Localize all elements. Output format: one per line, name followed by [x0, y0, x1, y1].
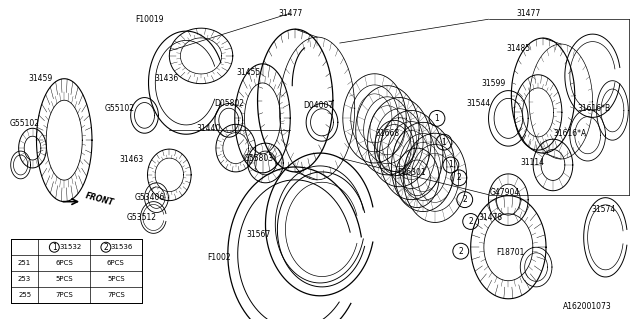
Text: 2: 2: [104, 243, 108, 252]
Text: 31455: 31455: [237, 68, 260, 77]
Text: D05802: D05802: [214, 99, 244, 108]
Text: 31485: 31485: [506, 44, 531, 53]
Text: 31668: 31668: [375, 129, 399, 138]
Text: 31477: 31477: [516, 9, 540, 18]
Text: 5PCS: 5PCS: [107, 276, 125, 282]
Text: D04007: D04007: [303, 101, 333, 110]
Text: 31440: 31440: [197, 124, 221, 133]
Text: G55803: G55803: [243, 154, 274, 163]
Text: 31459: 31459: [28, 74, 52, 83]
Text: A162001073: A162001073: [563, 302, 612, 311]
Text: 31536: 31536: [111, 244, 133, 250]
Text: 31574: 31574: [591, 205, 616, 214]
Text: 6PCS: 6PCS: [56, 260, 73, 266]
Text: F10019: F10019: [135, 15, 164, 24]
Text: 2: 2: [468, 217, 473, 226]
Text: 31567: 31567: [246, 230, 271, 239]
Text: 7PCS: 7PCS: [107, 292, 125, 298]
Text: 2: 2: [458, 247, 463, 256]
Text: G55102: G55102: [105, 104, 135, 113]
Text: 31436: 31436: [154, 74, 179, 83]
Text: 7PCS: 7PCS: [56, 292, 73, 298]
Text: 255: 255: [18, 292, 31, 298]
Text: 31463: 31463: [120, 156, 144, 164]
Text: F06301: F06301: [397, 168, 426, 177]
Text: 31599: 31599: [481, 79, 506, 88]
Text: 6PCS: 6PCS: [107, 260, 125, 266]
Text: F1002: F1002: [207, 253, 230, 262]
Text: 31616*B: 31616*B: [577, 104, 610, 113]
Text: 31478: 31478: [479, 213, 502, 222]
Text: 253: 253: [18, 276, 31, 282]
Text: 31532: 31532: [59, 244, 81, 250]
Text: 2: 2: [462, 195, 467, 204]
Text: F18701: F18701: [496, 248, 525, 257]
Text: 31616*A: 31616*A: [553, 129, 586, 138]
Text: G53512: G53512: [127, 213, 157, 222]
Text: 5PCS: 5PCS: [56, 276, 73, 282]
Text: 31477: 31477: [278, 9, 302, 18]
Text: 251: 251: [18, 260, 31, 266]
Text: FRONT: FRONT: [84, 192, 115, 208]
Bar: [11, 239, 141, 303]
Text: G53406: G53406: [134, 193, 164, 202]
Text: 1: 1: [449, 160, 453, 170]
Text: 1: 1: [442, 138, 446, 147]
Text: G55102: G55102: [10, 119, 40, 128]
Text: G47904: G47904: [489, 188, 520, 197]
Text: 31114: 31114: [520, 158, 544, 167]
Text: 1: 1: [435, 114, 439, 123]
Text: 1: 1: [52, 243, 57, 252]
Text: 31544: 31544: [467, 99, 491, 108]
Text: 2: 2: [456, 173, 461, 182]
